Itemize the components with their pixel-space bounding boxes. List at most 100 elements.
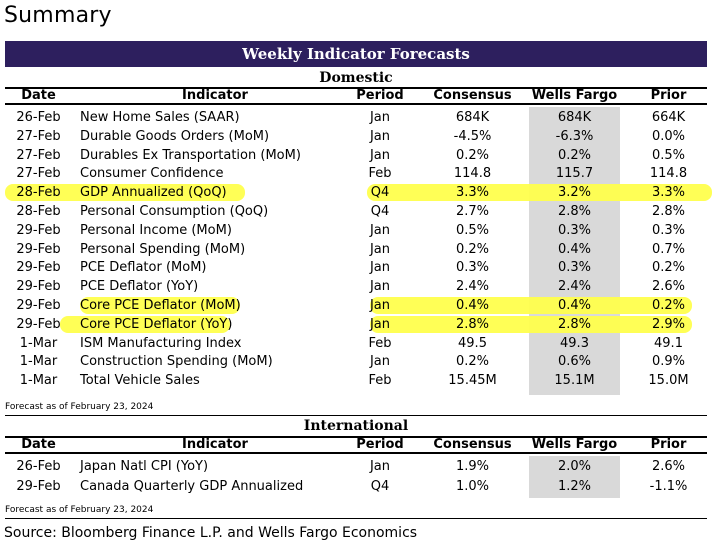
- table-row: 27-Feb Consumer Confidence Feb 114.8 115.7 11…: [5, 164, 707, 183]
- col-period-header: Period: [356, 88, 404, 103]
- cell-date: 29-Feb: [16, 279, 61, 295]
- table-row: 29-Feb Canada Quarterly GDP Annualized Q4 1…: [5, 477, 707, 496]
- table-row: 1-Mar Construction Spending (MoM) Jan 0.2% 0…: [5, 352, 707, 371]
- col-wells-fargo-header: Wells Fargo: [531, 88, 618, 103]
- page-title: Summary: [4, 3, 112, 28]
- international-forecast-note: Forecast as of February 23, 2024: [5, 505, 154, 515]
- cell-indicator: GDP Annualized (QoQ): [80, 185, 227, 201]
- table-row: 26-Feb Japan Natl CPI (YoY) Jan 1.9% 2.0% 2.6…: [5, 457, 707, 476]
- cell-consensus: 0.2%: [455, 241, 490, 257]
- cell-prior: 3.3%: [651, 185, 686, 201]
- cell-date: 29-Feb: [16, 260, 61, 276]
- table-row: 27-Feb Durables Ex Transportation (MoM) Ja…: [5, 146, 707, 165]
- cell-consensus: -4.5%: [453, 128, 492, 144]
- cell-indicator: Personal Consumption (QoQ): [80, 204, 269, 219]
- cell-period: Q4: [370, 204, 390, 219]
- cell-indicator: PCE Deflator (MoM): [80, 260, 207, 276]
- cell-consensus: 0.2%: [455, 147, 490, 163]
- cell-prior: 114.8: [649, 166, 688, 182]
- cell-prior: 0.5%: [651, 147, 686, 163]
- cell-date: 28-Feb: [16, 185, 61, 201]
- cell-wells-fargo: 0.4%: [557, 298, 592, 313]
- cell-indicator: New Home Sales (SAAR): [80, 110, 240, 125]
- cell-period: Jan: [369, 241, 391, 257]
- domestic-forecast-note: Forecast as of February 23, 2024: [5, 402, 154, 412]
- cell-indicator: ISM Manufacturing Index: [80, 335, 242, 351]
- cell-indicator: Core PCE Deflator (YoY): [80, 316, 233, 332]
- cell-date: 29-Feb: [16, 241, 61, 257]
- highlighter-mark: [370, 297, 692, 314]
- cell-consensus: 0.2%: [455, 354, 490, 370]
- cell-indicator: Durables Ex Transportation (MoM): [80, 147, 301, 163]
- cell-prior: 2.9%: [651, 316, 686, 332]
- col-indicator-header: Indicator: [182, 88, 248, 103]
- cell-wells-fargo: 115.7: [555, 166, 594, 182]
- cell-wells-fargo: 0.6%: [557, 354, 592, 370]
- cell-consensus: 1.0%: [455, 479, 490, 494]
- cell-prior: 0.9%: [651, 354, 686, 370]
- cell-period: Jan: [369, 354, 391, 370]
- cell-period: Jan: [369, 316, 391, 332]
- international-header-row: Date Indicator Period Consensus Wells Fa…: [5, 436, 707, 454]
- cell-wells-fargo: 2.4%: [557, 279, 592, 295]
- domestic-footer-rule: [5, 415, 707, 416]
- col-wells-fargo-header: Wells Fargo: [531, 437, 618, 452]
- cell-period: Feb: [368, 335, 392, 351]
- col-prior-header: Prior: [650, 437, 687, 452]
- cell-prior: 0.2%: [651, 298, 686, 313]
- cell-prior: 664K: [651, 110, 686, 125]
- table-row: 29-Feb Personal Spending (MoM) Jan 0.2% 0.4%…: [5, 240, 707, 259]
- cell-indicator: Construction Spending (MoM): [80, 354, 273, 370]
- cell-consensus: 1.9%: [455, 459, 490, 474]
- col-consensus-header: Consensus: [433, 437, 512, 452]
- col-period-header: Period: [356, 437, 404, 452]
- col-indicator-header: Indicator: [182, 437, 248, 452]
- table-row: 26-Feb New Home Sales (SAAR) Jan 684K 684K 66…: [5, 108, 707, 127]
- cell-wells-fargo: 0.3%: [557, 260, 592, 276]
- col-prior-header: Prior: [650, 88, 687, 103]
- cell-period: Jan: [369, 147, 391, 163]
- cell-wells-fargo: 2.8%: [557, 316, 592, 332]
- table-row: 28-Feb GDP Annualized (QoQ) Q4 3.3% 3.2% 3.3%: [5, 183, 707, 202]
- cell-prior: 0.3%: [651, 222, 686, 238]
- cell-consensus: 2.8%: [455, 316, 490, 332]
- cell-prior: 2.6%: [651, 459, 686, 474]
- highlighter-mark: [367, 184, 712, 202]
- cell-consensus: 49.5: [458, 335, 487, 351]
- cell-wells-fargo: 15.1M: [554, 373, 595, 389]
- cell-date: 1-Mar: [19, 335, 58, 351]
- cell-indicator: PCE Deflator (YoY): [80, 279, 199, 295]
- highlighter-mark: [80, 297, 240, 314]
- table-row: 27-Feb Durable Goods Orders (MoM) Jan -4.5%…: [5, 127, 707, 146]
- cell-indicator: Personal Spending (MoM): [80, 241, 246, 257]
- cell-prior: 2.6%: [651, 279, 686, 295]
- international-footer-rule: [5, 518, 707, 519]
- cell-date: 28-Feb: [16, 204, 61, 219]
- table-row: 1-Mar ISM Manufacturing Index Feb 49.5 49.3 4…: [5, 334, 707, 353]
- cell-wells-fargo: 0.3%: [557, 222, 592, 238]
- cell-period: Q4: [370, 185, 390, 201]
- cell-consensus: 2.7%: [455, 204, 490, 219]
- wells-fargo-column-shade-domestic: [529, 107, 620, 395]
- cell-date: 29-Feb: [16, 316, 61, 332]
- cell-consensus: 15.45M: [448, 373, 497, 389]
- cell-consensus: 3.3%: [455, 185, 490, 201]
- cell-date: 29-Feb: [16, 479, 61, 494]
- cell-prior: 2.8%: [651, 204, 686, 219]
- cell-period: Jan: [369, 298, 391, 313]
- highlighter-mark: [370, 315, 692, 333]
- cell-prior: 0.7%: [651, 241, 686, 257]
- col-date-header: Date: [21, 88, 56, 103]
- cell-date: 27-Feb: [16, 166, 61, 182]
- domestic-header-row: Date Indicator Period Consensus Wells Fa…: [5, 87, 707, 105]
- cell-date: 29-Feb: [16, 222, 61, 238]
- cell-wells-fargo: 0.2%: [557, 147, 592, 163]
- table-row: 29-Feb Core PCE Deflator (MoM) Jan 0.4% 0.4%…: [5, 296, 707, 315]
- cell-period: Feb: [368, 166, 392, 182]
- source-line: Source: Bloomberg Finance L.P. and Wells…: [4, 525, 418, 541]
- table-row: 29-Feb PCE Deflator (MoM) Jan 0.3% 0.3% 0.2%: [5, 258, 707, 277]
- cell-period: Q4: [370, 479, 390, 494]
- cell-period: Jan: [369, 459, 391, 474]
- cell-date: 26-Feb: [16, 110, 61, 125]
- wells-fargo-column-shade-international: [529, 456, 620, 498]
